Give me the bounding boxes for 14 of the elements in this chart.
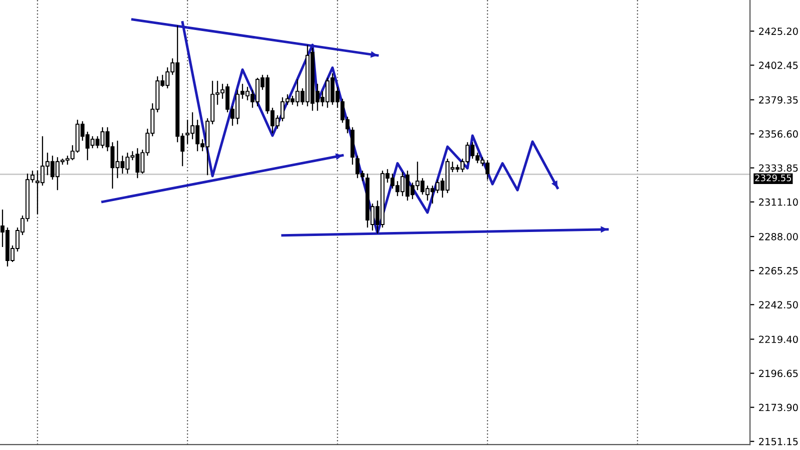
- y-tick-label: 2173.90: [759, 404, 798, 412]
- y-tick-label: 2333.85: [759, 164, 798, 172]
- y-tick-label: 2242.50: [759, 301, 798, 308]
- y-tick-label: 2379.35: [759, 96, 798, 104]
- y-tick-label: 2196.65: [759, 370, 798, 378]
- ref-line-label: 2329.55: [755, 174, 792, 182]
- y-tick-label: 2311.10: [759, 198, 798, 206]
- y-tick-label: 2265.25: [759, 267, 798, 274]
- y-tick-label: 2425.20: [759, 28, 798, 35]
- y-tick-label: 2288.00: [759, 233, 798, 240]
- y-tick-label: 2219.40: [759, 336, 798, 344]
- y-tick-label: 2402.45: [759, 62, 798, 70]
- y-tick-label: 2356.60: [759, 130, 798, 138]
- y-tick-label: 2151.15: [759, 438, 798, 446]
